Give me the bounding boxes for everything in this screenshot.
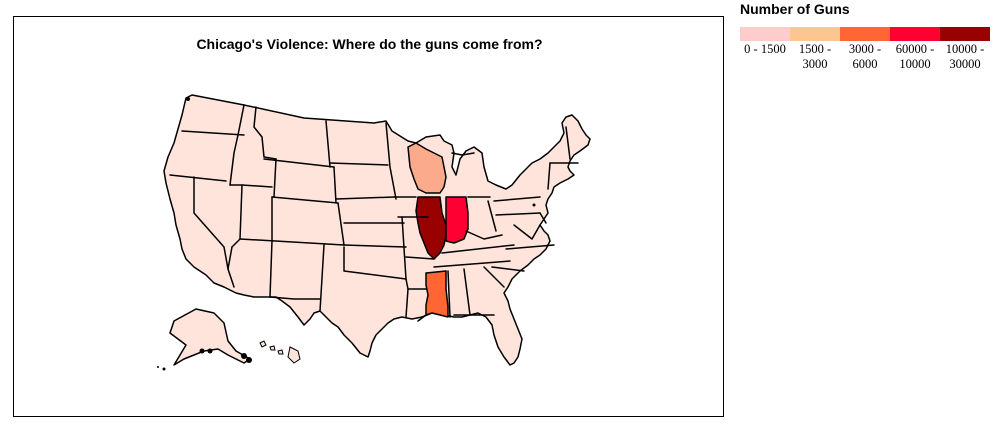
border-al-ga bbox=[463, 268, 471, 316]
border-nm-east bbox=[319, 244, 325, 312]
border-sd-ne bbox=[335, 196, 395, 200]
border-la-ms bbox=[417, 314, 427, 322]
border-or-ca bbox=[169, 174, 227, 182]
border-nc-sc bbox=[491, 266, 525, 272]
border-tn-ky bbox=[441, 244, 515, 254]
state-mississippi bbox=[425, 270, 449, 318]
us-map bbox=[157, 94, 591, 371]
border-four-corners bbox=[239, 238, 345, 246]
legend-label-line: 1500 - bbox=[798, 42, 832, 56]
border-mo-west bbox=[401, 216, 407, 280]
legend-label-line: 3000 bbox=[802, 57, 828, 71]
border-la-tx bbox=[405, 288, 409, 318]
border-ga-sc bbox=[483, 266, 505, 288]
legend-swatch bbox=[840, 27, 890, 41]
legend-label-line: 3000 - bbox=[848, 42, 882, 56]
border-az-nm bbox=[269, 240, 273, 298]
legend-label-line: 30000 bbox=[949, 57, 981, 71]
border-oh-east bbox=[487, 200, 497, 232]
border-mt-id bbox=[253, 106, 277, 160]
border-pa-south bbox=[495, 212, 541, 216]
border-mt-east bbox=[325, 120, 331, 168]
border-tn-south bbox=[433, 260, 511, 268]
border-oh-ky bbox=[465, 230, 503, 240]
border-az-west bbox=[227, 246, 235, 288]
state-illinois bbox=[415, 196, 447, 260]
legend-label-line: 0 - 1500 bbox=[744, 42, 786, 56]
border-pa-north bbox=[493, 196, 541, 202]
border-wy-east bbox=[333, 166, 337, 204]
border-wv-va bbox=[513, 224, 541, 240]
border-ms-al bbox=[447, 270, 451, 318]
border-nd-sd bbox=[329, 162, 389, 166]
border-wa-or bbox=[181, 130, 245, 136]
border-id-wy bbox=[273, 158, 277, 198]
border-nh-me bbox=[565, 126, 571, 160]
legend-title: Number of Guns bbox=[740, 1, 850, 17]
border-co-east bbox=[337, 202, 345, 246]
legend-label: 3000 - 6000 bbox=[840, 42, 890, 72]
border-md-de bbox=[539, 212, 547, 224]
legend-label-line: 6000 bbox=[852, 57, 878, 71]
border-nm-tx bbox=[269, 296, 321, 300]
border-nc-va bbox=[505, 244, 555, 250]
legend: Number of Guns 0 - 1500 1500 - 3000 3000… bbox=[740, 0, 992, 80]
legend-swatch bbox=[790, 27, 840, 41]
legend-label: 0 - 1500 bbox=[740, 42, 790, 57]
legend-label: 60000 - 10000 bbox=[890, 42, 940, 72]
border-ny-vt bbox=[547, 162, 551, 190]
hawaii bbox=[259, 340, 301, 364]
map-panel: Chicago's Violence: Where do the guns co… bbox=[13, 16, 724, 417]
border-id-west bbox=[229, 104, 245, 186]
legend-swatch bbox=[890, 27, 940, 41]
state-base-outline bbox=[163, 94, 591, 366]
legend-label: 1500 - 3000 bbox=[790, 42, 840, 72]
legend-swatch bbox=[940, 27, 990, 41]
border-ok-tx bbox=[343, 246, 407, 280]
border-mo-ar bbox=[405, 256, 435, 260]
border-mi-up bbox=[451, 152, 475, 156]
border-ca-nv bbox=[193, 176, 229, 270]
border-ks-ok bbox=[343, 244, 407, 248]
border-nv-ut bbox=[229, 184, 243, 248]
border-wy-south bbox=[271, 196, 339, 204]
legend-label-line: 10000 - bbox=[945, 42, 985, 56]
state-indiana bbox=[445, 196, 469, 244]
legend-label-line: 10000 bbox=[899, 57, 931, 71]
legend-label-line: 60000 - bbox=[895, 42, 935, 56]
border-dakota-mn bbox=[385, 122, 397, 200]
state-wisconsin bbox=[407, 142, 447, 194]
map-title: Chicago's Violence: Where do the guns co… bbox=[196, 36, 543, 52]
legend-label: 10000 - 30000 bbox=[940, 42, 990, 72]
alaska bbox=[169, 308, 251, 366]
legend-swatch bbox=[740, 27, 790, 41]
border-ut-north bbox=[241, 184, 273, 188]
